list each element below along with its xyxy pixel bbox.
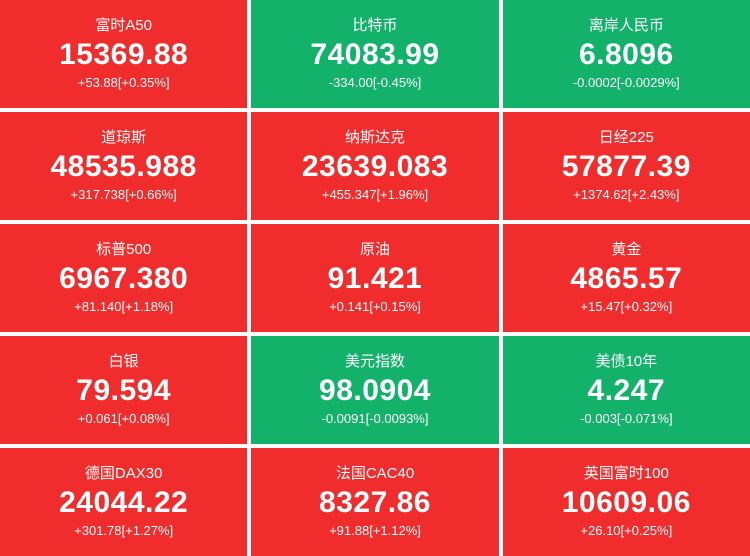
market-tile[interactable]: 离岸人民币 6.8096 -0.0002[-0.0029%] bbox=[502, 0, 750, 108]
market-price: 24044.22 bbox=[59, 486, 189, 520]
market-price: 6967.380 bbox=[59, 262, 189, 296]
market-tile[interactable]: 道琼斯 48535.988 +317.738[+0.66%] bbox=[0, 112, 248, 220]
market-price: 23639.083 bbox=[301, 150, 449, 184]
market-price: 15369.88 bbox=[59, 38, 189, 72]
market-price: 4865.57 bbox=[570, 262, 683, 296]
market-tile[interactable]: 原油 91.421 +0.141[+0.15%] bbox=[251, 224, 499, 332]
market-name: 日经225 bbox=[598, 129, 654, 147]
market-change: +26.10[+0.25%] bbox=[580, 523, 673, 539]
market-change: +15.47[+0.32%] bbox=[580, 299, 673, 315]
market-name: 离岸人民币 bbox=[588, 17, 664, 35]
market-price: 48535.988 bbox=[50, 150, 197, 184]
market-change: +81.140[+1.18%] bbox=[74, 299, 174, 315]
market-change: +317.738[+0.66%] bbox=[70, 187, 177, 203]
market-change: +0.061[+0.08%] bbox=[77, 411, 170, 427]
market-tile[interactable]: 日经225 57877.39 +1374.62[+2.43%] bbox=[502, 112, 750, 220]
market-tile[interactable]: 德国DAX30 24044.22 +301.78[+1.27%] bbox=[0, 448, 248, 556]
market-name: 道琼斯 bbox=[101, 129, 147, 147]
market-name: 美元指数 bbox=[344, 353, 405, 371]
market-change: +91.88[+1.12%] bbox=[329, 523, 421, 539]
market-name: 原油 bbox=[359, 241, 390, 259]
market-tile[interactable]: 黄金 4865.57 +15.47[+0.32%] bbox=[502, 224, 750, 332]
market-change: +53.88[+0.35%] bbox=[77, 75, 170, 91]
market-price: 4.247 bbox=[587, 374, 666, 408]
market-tile[interactable]: 富时A50 15369.88 +53.88[+0.35%] bbox=[0, 0, 248, 108]
market-tile[interactable]: 比特币 74083.99 -334.00[-0.45%] bbox=[251, 0, 499, 108]
market-tile[interactable]: 白银 79.594 +0.061[+0.08%] bbox=[0, 336, 248, 444]
market-name: 标普500 bbox=[96, 241, 152, 259]
market-name: 富时A50 bbox=[95, 17, 153, 35]
market-change: -0.0002[-0.0029%] bbox=[572, 75, 680, 91]
market-name: 纳斯达克 bbox=[344, 129, 405, 147]
market-tile[interactable]: 美元指数 98.0904 -0.0091[-0.0093%] bbox=[251, 336, 499, 444]
market-change: -334.00[-0.45%] bbox=[328, 75, 422, 91]
market-change: +455.347[+1.96%] bbox=[321, 187, 429, 203]
market-name: 德国DAX30 bbox=[84, 465, 163, 483]
market-price: 57877.39 bbox=[561, 150, 691, 184]
market-name: 美债10年 bbox=[595, 353, 658, 371]
market-name: 黄金 bbox=[611, 241, 642, 259]
market-name: 白银 bbox=[108, 353, 139, 371]
market-name: 法国CAC40 bbox=[335, 465, 415, 483]
market-tile[interactable]: 英国富时100 10609.06 +26.10[+0.25%] bbox=[502, 448, 750, 556]
market-price: 91.421 bbox=[327, 262, 423, 296]
market-tile[interactable]: 纳斯达克 23639.083 +455.347[+1.96%] bbox=[251, 112, 499, 220]
market-change: +301.78[+1.27%] bbox=[74, 523, 174, 539]
market-change: +0.141[+0.15%] bbox=[329, 299, 421, 315]
market-name: 比特币 bbox=[352, 17, 398, 35]
market-price: 74083.99 bbox=[310, 38, 440, 72]
market-price: 79.594 bbox=[76, 374, 172, 408]
market-tile[interactable]: 标普500 6967.380 +81.140[+1.18%] bbox=[0, 224, 248, 332]
market-name: 英国富时100 bbox=[583, 465, 669, 483]
market-tile[interactable]: 美债10年 4.247 -0.003[-0.071%] bbox=[502, 336, 750, 444]
market-change: -0.0091[-0.0093%] bbox=[321, 411, 429, 427]
market-price: 10609.06 bbox=[561, 486, 691, 520]
market-tile[interactable]: 法国CAC40 8327.86 +91.88[+1.12%] bbox=[251, 448, 499, 556]
market-change: -0.003[-0.071%] bbox=[580, 411, 673, 427]
market-change: +1374.62[+2.43%] bbox=[573, 187, 680, 203]
market-price: 98.0904 bbox=[319, 374, 431, 408]
market-price: 8327.86 bbox=[319, 486, 431, 520]
market-price: 6.8096 bbox=[578, 38, 674, 72]
